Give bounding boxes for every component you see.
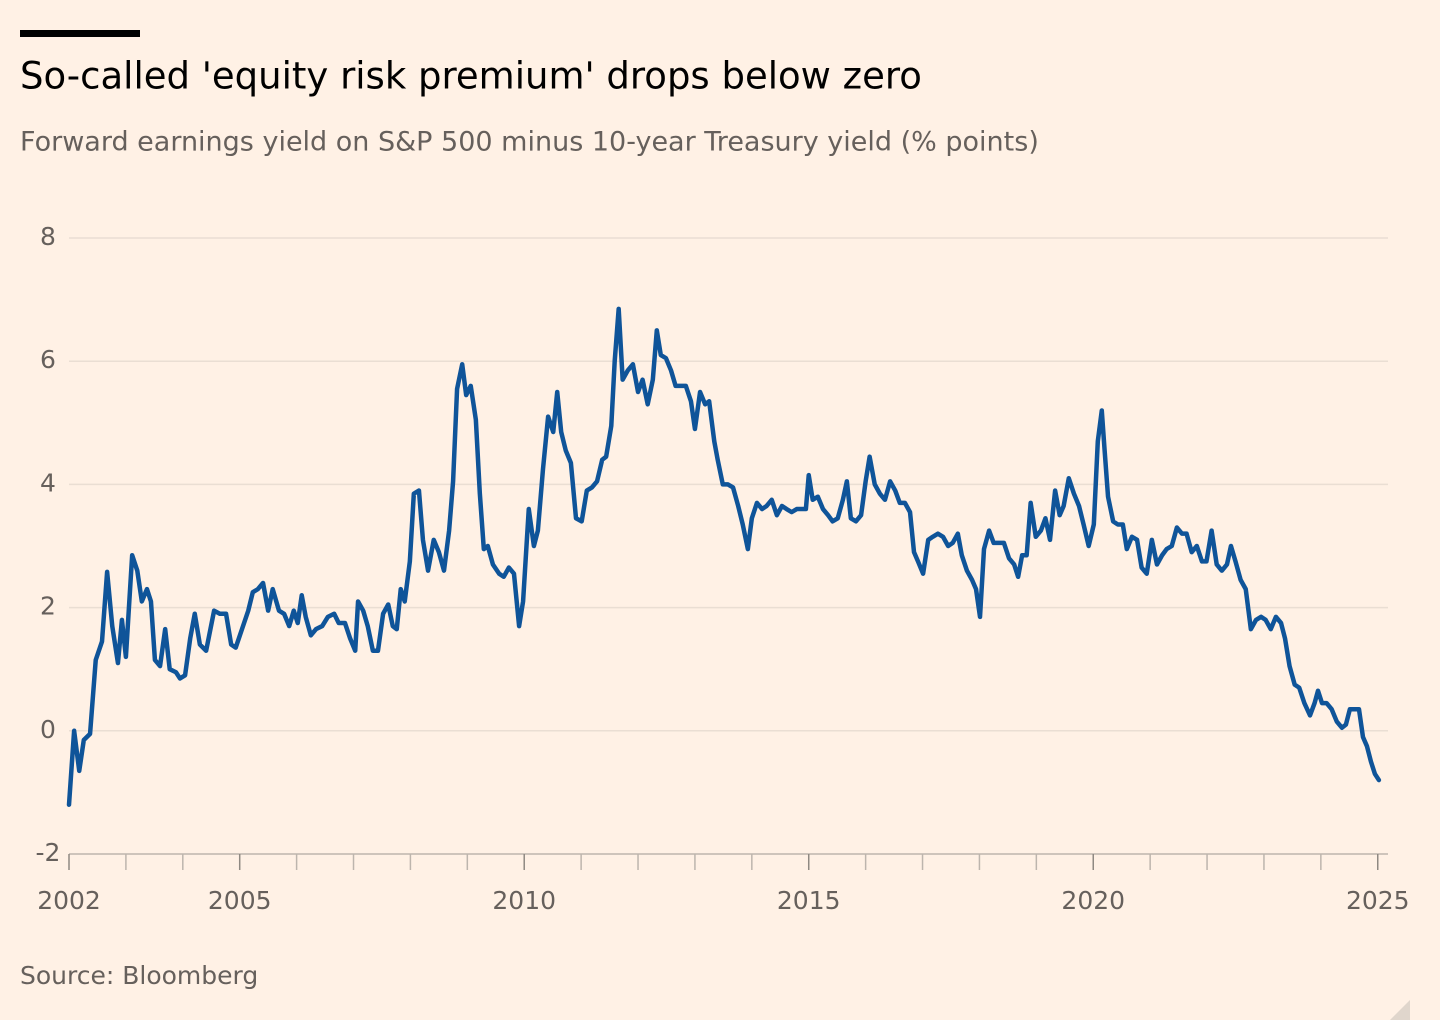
source: Source: Bloomberg [20,961,258,990]
y-tick-label: 6 [40,345,56,374]
chart-title: So-called 'equity risk premium' drops be… [20,55,922,98]
x-tick-label: 2015 [777,886,841,915]
x-tick-label: 2020 [1061,886,1125,915]
y-tick-label: 4 [40,468,56,497]
x-tick-label: 2010 [492,886,556,915]
y-tick-label: -2 [36,838,61,867]
x-tick-label: 2002 [37,886,101,915]
y-tick-label: 8 [40,222,56,251]
corner-decoration [1390,1000,1410,1020]
x-tick-label: 2025 [1346,886,1410,915]
y-tick-label: 2 [40,592,56,621]
data-line [66,306,1382,807]
x-tick-label: 2005 [208,886,272,915]
y-tick-label: 0 [40,715,56,744]
chart-subtitle: Forward earnings yield on S&P 500 minus … [20,127,1039,158]
top-bar [20,30,140,37]
